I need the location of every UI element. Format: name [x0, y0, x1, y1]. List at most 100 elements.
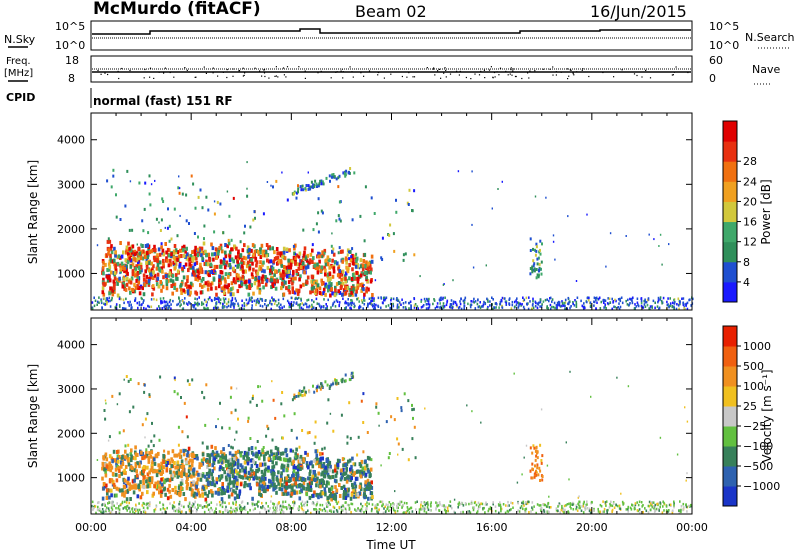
scatter-cell [123, 269, 126, 274]
scatter-cell [554, 258, 556, 261]
scatter-cell [344, 256, 348, 261]
scatter-cell [363, 299, 366, 302]
scatter-cell [92, 508, 94, 511]
scatter-cell [546, 510, 549, 513]
scatter-cell [131, 272, 135, 277]
scatter-cell [148, 192, 151, 196]
scatter-cell [688, 505, 691, 508]
scatter-cell [373, 304, 375, 307]
scatter-cell [235, 485, 238, 490]
scatter-cell [221, 275, 225, 280]
scatter-cell [389, 223, 392, 227]
scatter-cell [437, 504, 440, 507]
scatter-cell [170, 284, 173, 288]
scatter-cell [249, 486, 252, 491]
scatter-cell [272, 502, 274, 505]
nave-point [673, 71, 675, 73]
scatter-cell [155, 298, 158, 302]
scatter-cell [520, 304, 522, 307]
scatter-cell [354, 508, 356, 511]
scatter-cell [379, 500, 382, 503]
scatter-cell [420, 503, 422, 507]
scatter-cell [292, 304, 295, 307]
scatter-cell [270, 277, 273, 282]
scatter-cell [315, 492, 318, 497]
scatter-cell [363, 284, 365, 286]
scatter-cell [413, 253, 416, 257]
scatter-cell [327, 272, 330, 277]
scatter-cell [212, 277, 216, 282]
scatter-cell [289, 265, 293, 270]
scatter-cell [269, 301, 271, 305]
scatter-cell [508, 508, 511, 512]
scatter-cell [575, 280, 578, 282]
nave-point [432, 68, 434, 70]
scatter-cell [417, 307, 419, 310]
scatter-cell [211, 476, 214, 481]
scatter-cell [259, 452, 263, 457]
scatter-cell [171, 473, 175, 478]
scatter-cell [182, 265, 186, 269]
scatter-cell [104, 502, 106, 506]
scatter-cell [328, 501, 330, 505]
scatter-cell [267, 468, 270, 473]
scatter-cell [302, 457, 305, 461]
scatter-cell [100, 299, 103, 303]
scatter-cell [195, 492, 199, 497]
scatter-cell [511, 303, 514, 307]
scatter-cell [272, 452, 276, 457]
scatter-cell [186, 289, 190, 294]
scatter-cell [562, 510, 564, 513]
scatter-cell [254, 277, 257, 281]
scatter-cell [489, 304, 491, 307]
scatter-cell [251, 397, 254, 400]
scatter-cell [433, 298, 435, 301]
nave-point [529, 70, 531, 72]
scatter-cell [151, 292, 154, 297]
scatter-cell [282, 505, 284, 508]
scatter-cell [308, 495, 312, 500]
scatter-cell [233, 496, 237, 501]
scatter-cell [534, 471, 537, 475]
scatter-cell [158, 468, 161, 473]
nave-point [568, 75, 570, 77]
scatter-cell [244, 473, 247, 478]
scatter-cell [200, 253, 203, 258]
scatter-cell [645, 509, 648, 512]
scatter-cell [170, 303, 172, 306]
scatter-cell [442, 283, 445, 286]
scatter-cell [227, 494, 231, 499]
scatter-cell [510, 501, 512, 504]
scatter-cell [231, 298, 234, 302]
scatter-cell [549, 296, 552, 300]
scatter-cell [173, 258, 177, 263]
scatter-cell [160, 218, 163, 222]
nave-point [494, 76, 496, 78]
scatter-cell [138, 464, 141, 469]
scatter-cell [171, 291, 174, 296]
scatter-cell [142, 229, 145, 233]
scatter-cell [682, 301, 685, 304]
scatter-cell [230, 299, 232, 303]
scatter-cell [531, 467, 534, 471]
scatter-cell [484, 511, 486, 514]
scatter-cell [195, 471, 199, 476]
scatter-cell [130, 466, 134, 470]
scatter-cell [146, 465, 149, 470]
scatter-cell [178, 455, 182, 459]
scatter-cell [110, 270, 113, 275]
scatter-cell [150, 476, 154, 481]
scatter-cell [241, 260, 245, 265]
scatter-cell [529, 267, 532, 270]
scatter-cell [134, 445, 137, 450]
scatter-cell [196, 297, 198, 301]
scatter-cell [549, 303, 552, 307]
scatter-cell [313, 490, 316, 495]
scatter-cell [190, 174, 193, 178]
scatter-cell [182, 464, 186, 469]
scatter-cell [233, 269, 236, 274]
scatter-cell [476, 511, 478, 515]
scatter-cell [102, 292, 106, 297]
scatter-cell [112, 279, 116, 284]
scatter-cell [252, 508, 255, 512]
